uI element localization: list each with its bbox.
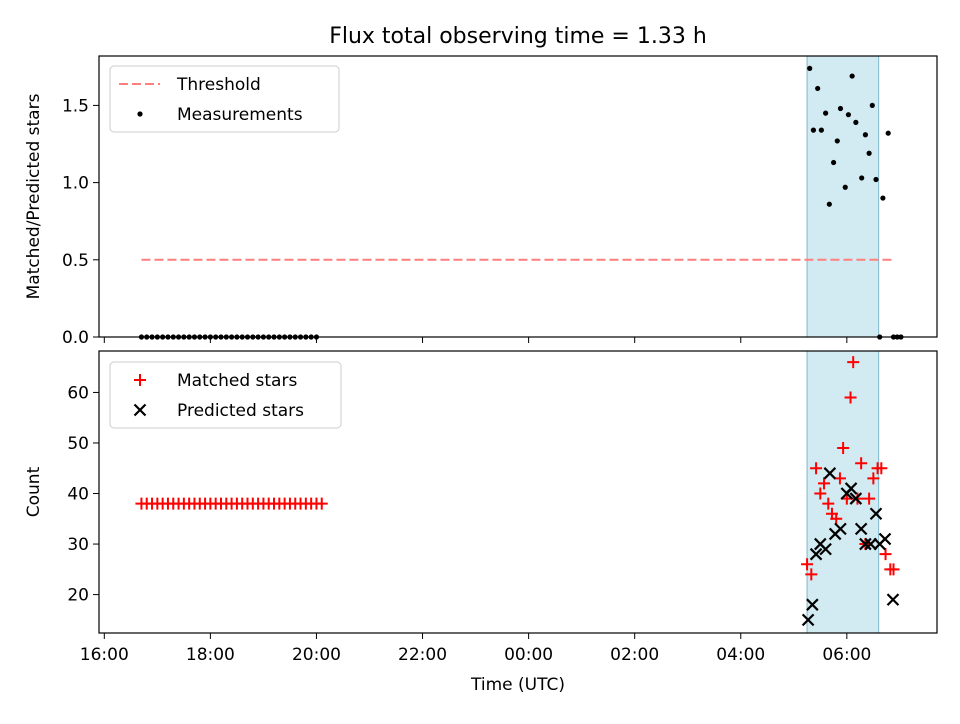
- x-tick-label: 06:00: [822, 645, 871, 665]
- matched-stars-point: [814, 487, 827, 500]
- y-tick-label: 20: [67, 586, 89, 606]
- matched-stars-point: [833, 472, 846, 485]
- y-axis-label: Count: [24, 466, 44, 517]
- matched-stars-point: [315, 497, 328, 510]
- measurements-point: [845, 112, 852, 118]
- predicted-stars-point: [809, 547, 823, 561]
- predicted-stars-point: [823, 467, 837, 480]
- measurements-point: [842, 184, 848, 190]
- legend-label: Predicted stars: [177, 401, 304, 421]
- measurements-point: [849, 73, 855, 79]
- matched-stars-point: [810, 462, 823, 475]
- predicted-stars-point: [854, 522, 868, 536]
- legend-box: [109, 65, 340, 133]
- matched-stars-point: [805, 568, 818, 581]
- matched-stars-point: [801, 558, 814, 571]
- x-tick-label: 02:00: [610, 645, 659, 665]
- legend-plus-marker: [134, 374, 146, 386]
- matched-stars-point: [851, 492, 864, 505]
- y-tick-label: 30: [67, 535, 89, 555]
- y-tick-label: 60: [67, 383, 89, 403]
- legend-box: [109, 361, 342, 429]
- y-tick-label: 0.5: [62, 251, 89, 271]
- matched-stars-point: [847, 356, 860, 369]
- measurements-point: [873, 176, 879, 183]
- y-tick-label: 0.0: [62, 328, 89, 348]
- matched-stars-point: [855, 457, 868, 470]
- y-tick-label: 50: [67, 434, 89, 454]
- measurements-point: [834, 138, 840, 144]
- axes-frame: [98, 55, 938, 338]
- x-tick-label: 20:00: [292, 645, 341, 665]
- legend-dot-marker: [137, 111, 143, 117]
- measurements-point: [830, 159, 837, 166]
- measurements-point: [826, 201, 832, 207]
- measurements-point: [866, 150, 872, 156]
- matched-stars-point: [875, 462, 888, 475]
- highlight-span: [806, 350, 880, 634]
- predicted-stars-point: [806, 598, 819, 611]
- matched-stars-point: [822, 497, 835, 510]
- predicted-stars-point: [886, 593, 900, 606]
- y-tick-label: 1.5: [62, 96, 89, 116]
- measurements-point: [815, 85, 821, 92]
- ratio-panel: 0.0 0.5 1.0 1.5 Matched/Predicted stars Thres…: [24, 55, 938, 348]
- measurements-point: [869, 102, 875, 109]
- predicted-stars-point: [869, 507, 883, 521]
- measurements-point: [862, 132, 868, 138]
- predicted-stars-point: [878, 532, 892, 546]
- measurements-point: [810, 127, 817, 133]
- predicted-stars-point: [844, 482, 858, 495]
- measurements-point: [853, 119, 859, 125]
- matched-stars-point: [844, 391, 857, 404]
- highlight-span: [806, 55, 880, 338]
- matched-stars-point: [867, 472, 880, 485]
- x-axis-label: Time (UTC): [470, 675, 565, 695]
- matched-stars-point: [830, 512, 843, 525]
- measurements-point: [885, 130, 891, 136]
- y-axis-label: Matched/Predicted stars: [24, 93, 44, 299]
- predicted-stars-point: [864, 537, 877, 551]
- measurements-point: [859, 175, 865, 181]
- predicted-stars-point: [834, 522, 847, 536]
- x-tick-label: 04:00: [716, 645, 765, 665]
- matched-stars-point: [887, 563, 900, 576]
- x-tick-label: 18:00: [186, 645, 235, 665]
- legend-label: Measurements: [177, 105, 303, 125]
- measurements-point: [837, 105, 844, 112]
- legend-label: Matched stars: [177, 371, 297, 391]
- measurements-point: [823, 110, 829, 116]
- legend-label: Threshold: [176, 75, 261, 95]
- x-tick-label: 16:00: [80, 645, 129, 665]
- x-tick-label: 22:00: [398, 645, 447, 665]
- y-tick-label: 40: [67, 485, 89, 505]
- measurements-point: [880, 195, 886, 201]
- matched-stars-point: [818, 477, 831, 490]
- axes-frame: [98, 350, 938, 634]
- y-tick-label: 1.0: [62, 174, 89, 194]
- predicted-stars-point: [801, 613, 815, 627]
- measurements-point: [818, 127, 824, 133]
- predicted-stars-point: [819, 542, 832, 556]
- predicted-stars-point: [849, 492, 863, 505]
- predicted-stars-point: [859, 537, 872, 551]
- x-tick-label: 00:00: [504, 645, 553, 665]
- measurements-point: [807, 65, 813, 71]
- count-panel: 20 30 40 50 60 16:00 18:00 20:00 22:00 00:00 02:00…: [24, 350, 938, 695]
- matched-stars-point: [863, 492, 876, 505]
- figure-title: Flux total observing time = 1.33 h: [329, 24, 707, 49]
- matched-stars-point: [879, 548, 892, 561]
- legend-x-marker: [133, 403, 147, 417]
- matched-stars-point: [837, 442, 850, 455]
